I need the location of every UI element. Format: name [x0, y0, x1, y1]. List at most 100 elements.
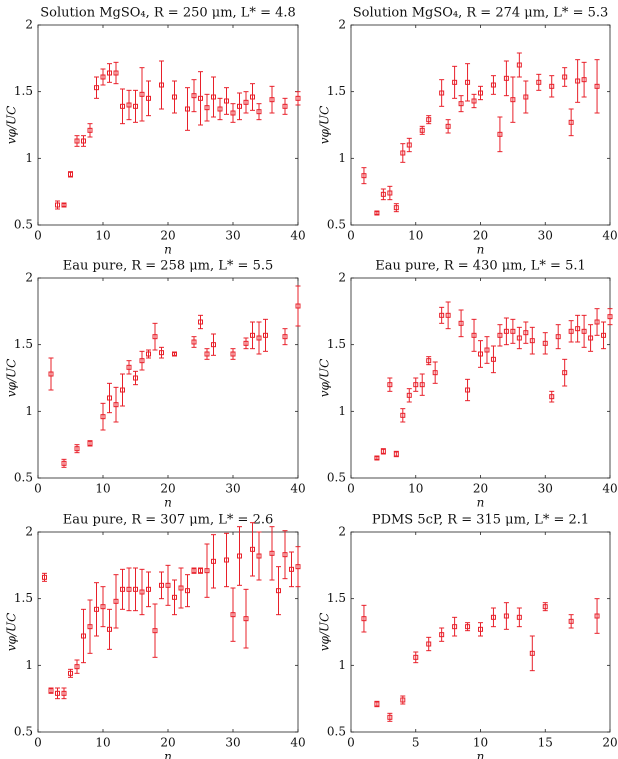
y-axis-label: vφ/UC: [5, 359, 19, 398]
marker: [503, 75, 509, 81]
panel-title: Eau pure, R = 258 μm, L* = 5.5: [63, 259, 274, 274]
marker: [74, 138, 80, 144]
x-tick-label: 10: [473, 736, 488, 750]
marker: [458, 320, 464, 326]
marker: [568, 618, 574, 624]
marker: [126, 586, 132, 592]
marker: [419, 127, 425, 133]
marker: [510, 97, 516, 103]
marker: [42, 574, 47, 580]
marker: [419, 382, 425, 388]
marker: [61, 690, 67, 696]
marker: [204, 568, 210, 574]
marker: [516, 62, 522, 68]
marker: [191, 568, 197, 574]
marker: [243, 340, 249, 346]
marker: [113, 70, 119, 76]
y-tick-label: 2: [338, 271, 346, 285]
marker: [250, 94, 255, 100]
panel-title: Solution MgSO₄, R = 274 μm, L* = 5.3: [353, 6, 609, 21]
marker: [516, 614, 522, 620]
marker: [81, 633, 86, 639]
marker: [81, 138, 86, 144]
marker: [568, 119, 574, 125]
x-tick-label: 0: [347, 736, 355, 750]
marker: [529, 650, 535, 656]
marker: [224, 98, 229, 104]
marker: [74, 664, 80, 670]
x-tick-label: 20: [160, 736, 175, 750]
marker: [256, 335, 262, 341]
y-tick-label: 1.5: [327, 591, 346, 605]
marker: [172, 594, 177, 600]
y-tick-label: 2: [25, 525, 33, 539]
marker: [361, 173, 367, 179]
x-axis-label: n: [477, 496, 485, 510]
marker: [478, 351, 483, 357]
marker: [282, 552, 288, 558]
marker: [523, 94, 529, 100]
marker: [413, 382, 419, 388]
marker: [282, 334, 288, 340]
marker: [126, 364, 132, 370]
x-tick-label: 10: [408, 229, 423, 243]
y-axis-label: vφ/UC: [5, 613, 19, 652]
x-tick-label: 20: [160, 229, 175, 243]
x-tick-label: 40: [602, 229, 617, 243]
y-tick-label: 0.5: [14, 725, 33, 739]
marker: [471, 332, 477, 338]
marker: [575, 326, 581, 332]
marker: [601, 332, 607, 338]
marker: [289, 566, 294, 572]
marker: [185, 106, 190, 112]
marker: [497, 131, 503, 137]
marker: [139, 358, 145, 364]
marker: [133, 586, 138, 592]
marker: [256, 109, 262, 115]
marker: [100, 414, 106, 420]
y-tick-label: 1.5: [327, 337, 346, 351]
marker: [295, 95, 301, 101]
panel-title: Solution MgSO₄, R = 250 μm, L* = 4.8: [40, 6, 296, 21]
marker: [406, 392, 412, 398]
marker: [581, 77, 587, 83]
marker: [146, 351, 151, 357]
marker: [191, 93, 197, 99]
y-axis-label: vφ/UC: [5, 106, 19, 145]
marker: [87, 127, 93, 133]
marker: [211, 94, 216, 100]
marker: [107, 70, 112, 76]
marker: [465, 387, 471, 393]
marker: [529, 338, 535, 344]
marker: [198, 568, 203, 574]
marker: [120, 387, 125, 393]
marker: [152, 628, 158, 634]
y-tick-label: 1: [25, 404, 33, 418]
marker: [159, 350, 164, 356]
marker: [380, 448, 386, 454]
y-tick-label: 1: [338, 404, 346, 418]
marker: [439, 312, 445, 318]
marker: [94, 85, 99, 91]
marker: [452, 79, 458, 85]
marker: [172, 94, 177, 100]
marker: [113, 402, 119, 408]
marker: [413, 654, 419, 660]
marker: [61, 460, 67, 466]
marker: [568, 328, 574, 334]
x-tick-label: 0: [34, 482, 42, 496]
marker: [74, 446, 80, 452]
marker: [503, 613, 509, 619]
marker: [503, 328, 509, 334]
marker: [87, 440, 93, 446]
plot-frame: [37, 24, 299, 226]
y-tick-label: 2: [25, 18, 33, 32]
marker: [445, 123, 451, 129]
marker: [224, 557, 229, 563]
marker: [465, 79, 471, 85]
marker: [178, 585, 184, 591]
x-tick-label: 40: [290, 482, 305, 496]
marker: [549, 394, 555, 400]
marker: [478, 626, 483, 632]
marker: [542, 604, 548, 610]
